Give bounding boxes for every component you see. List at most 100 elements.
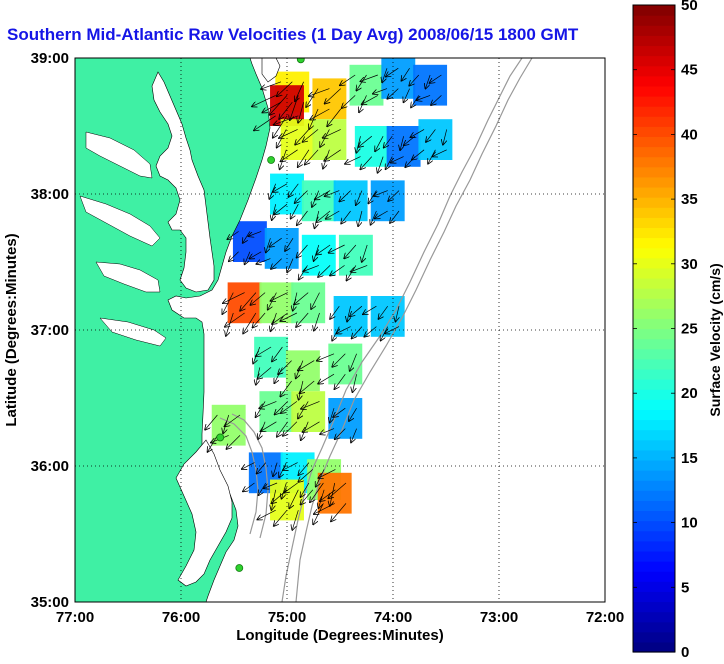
current-arrow [325,88,341,104]
chart-title: Southern Mid-Atlantic Raw Velocities (1 … [7,25,579,44]
current-arrow [301,482,310,497]
velocity-cell [386,126,421,167]
current-arrow [390,210,400,223]
current-arrow [295,190,308,203]
current-arrow [358,210,362,226]
delaware-bay [261,58,281,83]
grid-lines [75,58,605,602]
current-arrow [318,373,335,383]
colorbar-segment [633,540,675,552]
velocity-cell [259,282,294,324]
colorbar-segment [633,338,675,350]
colorbar-segment [633,65,675,77]
colorbar-segment [633,348,675,360]
current-arrow [345,156,361,164]
current-arrow [205,414,218,430]
current-arrow [305,149,319,165]
current-arrow [277,421,288,437]
x-axis-label: Longitude (Degrees:Minutes) [236,627,444,644]
current-arrow [351,428,357,443]
colorbar-segment [633,176,675,188]
chesapeake-bay [151,71,215,293]
x-tick-label: 77:00 [56,609,94,626]
velocity-cell [291,391,326,432]
bathymetry-contour [281,58,523,602]
velocity-cell [254,336,289,378]
current-arrow [281,401,298,413]
y-tick-label: 39:00 [31,50,69,67]
current-arrow [344,244,357,258]
velocity-cell [264,228,299,269]
colorbar-segment [633,45,675,57]
current-arrow [364,326,377,337]
current-arrow [295,81,304,101]
colorbar: 0 5 10 15 20 25 30 35 40 45 50 Surface Velocity (c… [632,0,723,661]
current-arrow [290,95,299,120]
current-arrow [318,469,336,478]
current-arrow [253,312,266,327]
colorbar-segment [633,368,675,380]
velocity-cell [333,180,368,222]
y-tick-label: 35:00 [31,594,69,611]
current-arrow [379,305,388,319]
current-arrow [274,509,288,526]
colorbar-segment [633,389,675,400]
current-arrow [374,190,388,196]
velocity-cell [227,282,262,324]
radar-station-marker [216,433,225,442]
current-arrow [291,204,299,218]
y-tick-label: 38:00 [31,186,69,203]
colorbar-segment [633,146,675,158]
current-arrow [273,115,288,138]
current-arrow [272,346,283,361]
current-arrow [359,135,373,147]
current-arrow [279,129,298,138]
current-arrow [292,510,299,530]
current-arrow [400,136,403,150]
current-arrow [317,353,335,361]
colorbar-segment [633,581,675,592]
colorbar-segment [633,439,675,451]
colorbar-segment [633,75,675,87]
current-arrow [256,258,271,264]
current-arrow [288,183,299,197]
current-arrow [318,265,331,277]
current-arrow [287,258,294,273]
current-arrow [310,482,324,502]
colorbar-segment [633,227,675,239]
current-arrow [225,414,241,426]
current-arrow [252,95,276,106]
colorbar-segment [633,470,675,481]
current-arrow [277,81,293,96]
current-arrow [264,482,278,488]
current-arrow [225,312,245,327]
colorbar-segment [633,631,675,643]
colorbar-segment [633,136,675,148]
current-arrow [331,503,347,521]
current-arrow [375,210,388,218]
colorbar-tick-label: 50 [681,0,698,14]
velocity-cell [349,64,384,106]
colorbar-segment [633,591,675,603]
current-arrow [300,380,315,393]
velocity-cell [354,126,389,167]
colorbar-segment [633,358,675,370]
colorbar-segment [633,116,675,127]
current-arrow [316,244,331,255]
velocity-cell [418,119,453,160]
current-arrow [280,380,292,396]
current-arrow [303,421,320,432]
colorbar-segment [633,15,675,26]
colorbar-segment [633,197,675,208]
colorbar-label: Surface Velocity (cm/s) [707,263,723,416]
colorbar-segment [633,298,675,309]
colorbar-segment [633,35,675,47]
current-arrow [227,435,241,449]
current-arrow [356,190,363,205]
current-arrow [261,421,277,431]
current-arrow [270,95,288,114]
current-arrow [339,190,351,202]
current-arrow [283,462,298,470]
colorbar-segment [633,247,675,259]
current-arrow [257,509,276,519]
